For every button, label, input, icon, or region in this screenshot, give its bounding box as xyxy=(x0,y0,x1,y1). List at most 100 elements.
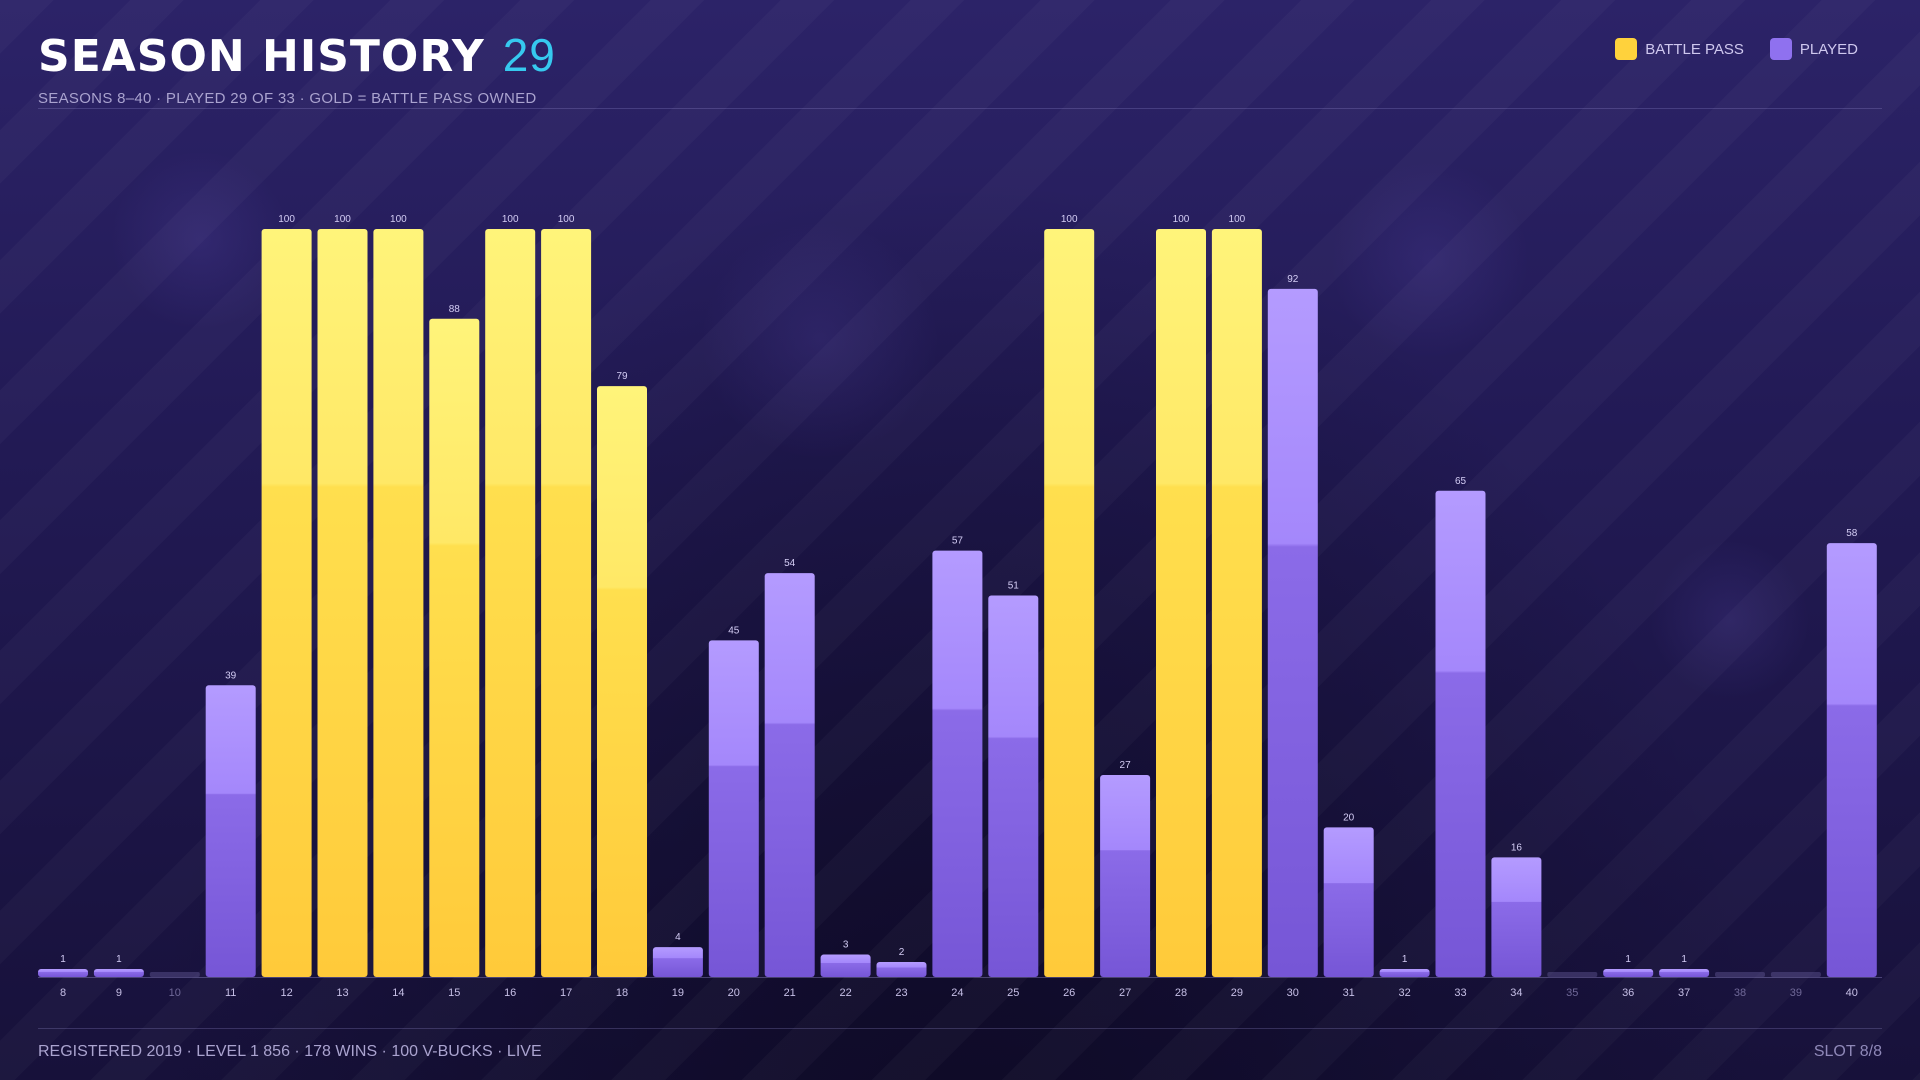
tick-label-season-23: 23 xyxy=(895,987,907,999)
data-label-season-37: 1 xyxy=(1681,954,1687,965)
tick-label-season-16: 16 xyxy=(504,987,516,999)
season-count: 29 xyxy=(502,29,556,81)
chart-legend: BATTLE PASS PLAYED xyxy=(1615,38,1858,60)
bar-season-40[interactable] xyxy=(1826,543,1877,977)
data-label-season-15: 88 xyxy=(449,304,461,315)
bar-season-31[interactable] xyxy=(1323,827,1374,977)
data-label-season-12: 100 xyxy=(278,214,295,225)
bar-season-11[interactable] xyxy=(205,685,256,977)
bar-season-21[interactable] xyxy=(764,573,815,977)
data-label-season-22: 3 xyxy=(843,940,849,951)
tick-label-season-37: 37 xyxy=(1678,987,1690,999)
data-label-season-25: 51 xyxy=(1008,581,1020,592)
tick-label-season-18: 18 xyxy=(616,987,628,999)
legend-label-played: PLAYED xyxy=(1799,40,1858,58)
data-label-season-18: 79 xyxy=(616,371,628,382)
tick-label-season-21: 21 xyxy=(784,987,796,999)
tick-label-season-11: 11 xyxy=(225,987,236,999)
data-label-season-14: 100 xyxy=(390,214,407,225)
bar-season-32[interactable] xyxy=(1379,969,1430,977)
tick-label-season-28: 28 xyxy=(1175,987,1187,999)
bar-season-37[interactable] xyxy=(1659,969,1710,977)
legend-swatch-battle-pass xyxy=(1615,38,1638,60)
bar-season-25[interactable] xyxy=(988,595,1039,977)
page-title: SEASON HISTORY 29 xyxy=(38,22,556,90)
legend-item-played: PLAYED xyxy=(1769,38,1858,60)
slot-indicator: SLOT 8/8 xyxy=(1813,1043,1882,1060)
bar-season-14[interactable] xyxy=(373,229,424,977)
title-text: SEASON HISTORY xyxy=(38,31,485,82)
bar-season-20[interactable] xyxy=(708,640,759,977)
tick-label-season-39: 39 xyxy=(1790,987,1802,999)
data-label-season-8: 1 xyxy=(60,954,66,965)
data-label-season-23: 2 xyxy=(899,947,905,958)
bar-season-18[interactable] xyxy=(597,386,647,978)
header-divider xyxy=(38,108,1882,109)
bar-empty-season-38 xyxy=(1715,972,1765,977)
data-label-season-33: 65 xyxy=(1455,476,1467,487)
tick-label-season-20: 20 xyxy=(728,987,740,999)
legend-item-battle-pass: BATTLE PASS xyxy=(1615,38,1744,60)
data-label-season-29: 100 xyxy=(1229,214,1246,225)
tick-label-season-13: 13 xyxy=(336,987,348,999)
bar-empty-season-39 xyxy=(1770,972,1821,977)
bar-season-23[interactable] xyxy=(876,962,927,977)
bar-season-36[interactable] xyxy=(1603,969,1654,977)
tick-label-season-40: 40 xyxy=(1846,987,1858,999)
bar-season-12[interactable] xyxy=(261,229,312,977)
data-label-season-40: 58 xyxy=(1846,528,1858,539)
footer-divider xyxy=(38,1028,1882,1029)
bar-season-22[interactable] xyxy=(820,954,871,977)
bar-season-26[interactable] xyxy=(1044,229,1095,977)
data-label-season-9: 1 xyxy=(116,954,122,965)
bar-empty-season-10 xyxy=(149,972,200,977)
bar-season-24[interactable] xyxy=(932,550,983,977)
data-label-season-26: 100 xyxy=(1061,214,1078,225)
bar-season-27[interactable] xyxy=(1100,775,1151,977)
bar-season-17[interactable] xyxy=(541,229,592,977)
data-label-season-36: 1 xyxy=(1625,954,1631,965)
data-label-season-30: 92 xyxy=(1287,274,1299,285)
tick-label-season-27: 27 xyxy=(1119,987,1131,999)
bar-empty-season-35 xyxy=(1547,972,1598,977)
tick-label-season-38: 38 xyxy=(1734,987,1746,999)
tick-label-season-14: 14 xyxy=(392,987,404,999)
tick-label-season-35: 35 xyxy=(1566,987,1578,999)
tick-label-season-22: 22 xyxy=(839,987,851,999)
bar-season-16[interactable] xyxy=(485,229,536,977)
tick-label-season-17: 17 xyxy=(560,987,572,999)
data-label-season-13: 100 xyxy=(334,214,351,225)
legend-label-battle-pass: BATTLE PASS xyxy=(1645,40,1744,58)
bar-season-33[interactable] xyxy=(1435,490,1486,977)
tick-label-season-36: 36 xyxy=(1622,987,1634,999)
page-subtitle: SEASONS 8–40 · PLAYED 29 OF 33 · GOLD = … xyxy=(38,90,537,107)
data-label-season-28: 100 xyxy=(1173,214,1190,225)
data-label-season-16: 100 xyxy=(502,214,519,225)
bar-season-15[interactable] xyxy=(429,318,480,977)
tick-label-season-24: 24 xyxy=(951,987,963,999)
data-label-season-20: 45 xyxy=(728,625,740,636)
tick-label-season-12: 12 xyxy=(280,987,292,999)
tick-label-season-9: 9 xyxy=(116,987,122,999)
tick-label-season-33: 33 xyxy=(1454,987,1466,999)
bar-season-28[interactable] xyxy=(1156,229,1206,977)
tick-label-season-15: 15 xyxy=(448,987,460,999)
bar-season-8[interactable] xyxy=(38,969,88,977)
tick-label-season-26: 26 xyxy=(1063,987,1075,999)
tick-label-season-10: 10 xyxy=(169,987,181,999)
data-label-season-32: 1 xyxy=(1402,954,1408,965)
tick-label-season-32: 32 xyxy=(1398,987,1410,999)
bar-season-34[interactable] xyxy=(1491,857,1542,977)
data-label-season-19: 4 xyxy=(675,932,681,943)
bar-season-13[interactable] xyxy=(317,229,368,977)
bar-season-19[interactable] xyxy=(652,947,703,977)
tick-label-season-19: 19 xyxy=(672,987,684,999)
data-label-season-11: 39 xyxy=(225,670,237,681)
data-label-season-21: 54 xyxy=(784,558,796,569)
data-label-season-17: 100 xyxy=(558,214,575,225)
bar-season-30[interactable] xyxy=(1267,288,1318,978)
footer-stats: REGISTERED 2019 · LEVEL 1 856 · 178 WINS… xyxy=(38,1043,542,1060)
bar-season-9[interactable] xyxy=(93,969,144,977)
bar-season-29[interactable] xyxy=(1211,229,1262,977)
